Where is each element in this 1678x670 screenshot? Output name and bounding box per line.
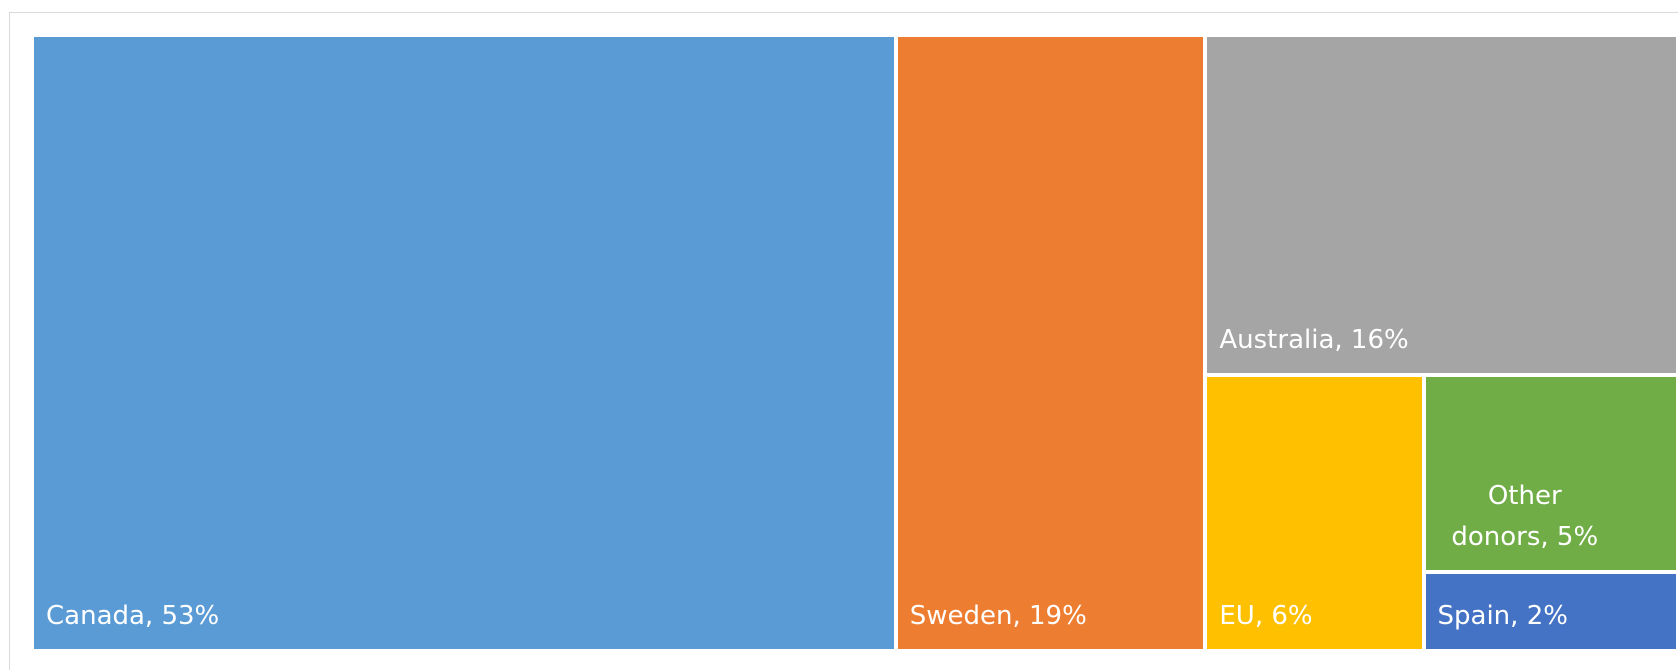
data-label: Other donors, 5% [1451, 481, 1599, 553]
tile: EU, 6% [1205, 374, 1424, 651]
chart-frame [9, 12, 1678, 670]
data-label: Australia, 16% [1219, 324, 1409, 355]
tile: Australia, 16% [1205, 35, 1678, 375]
tile: Spain, 2% [1423, 572, 1678, 651]
data-label: Canada, 53% [46, 601, 220, 631]
tile: Other donors, 5% [1423, 374, 1678, 573]
plot-area: Canada, 53% Sweden, 19% Australia, 16% EU, … [32, 35, 1678, 651]
tile: Canada, 53% [32, 35, 896, 651]
data-label: EU, 6% [1219, 600, 1313, 631]
data-label: Sweden, 19% [909, 601, 1087, 631]
data-label: Spain, 2% [1437, 600, 1568, 631]
tile: Sweden, 19% [895, 35, 1206, 651]
